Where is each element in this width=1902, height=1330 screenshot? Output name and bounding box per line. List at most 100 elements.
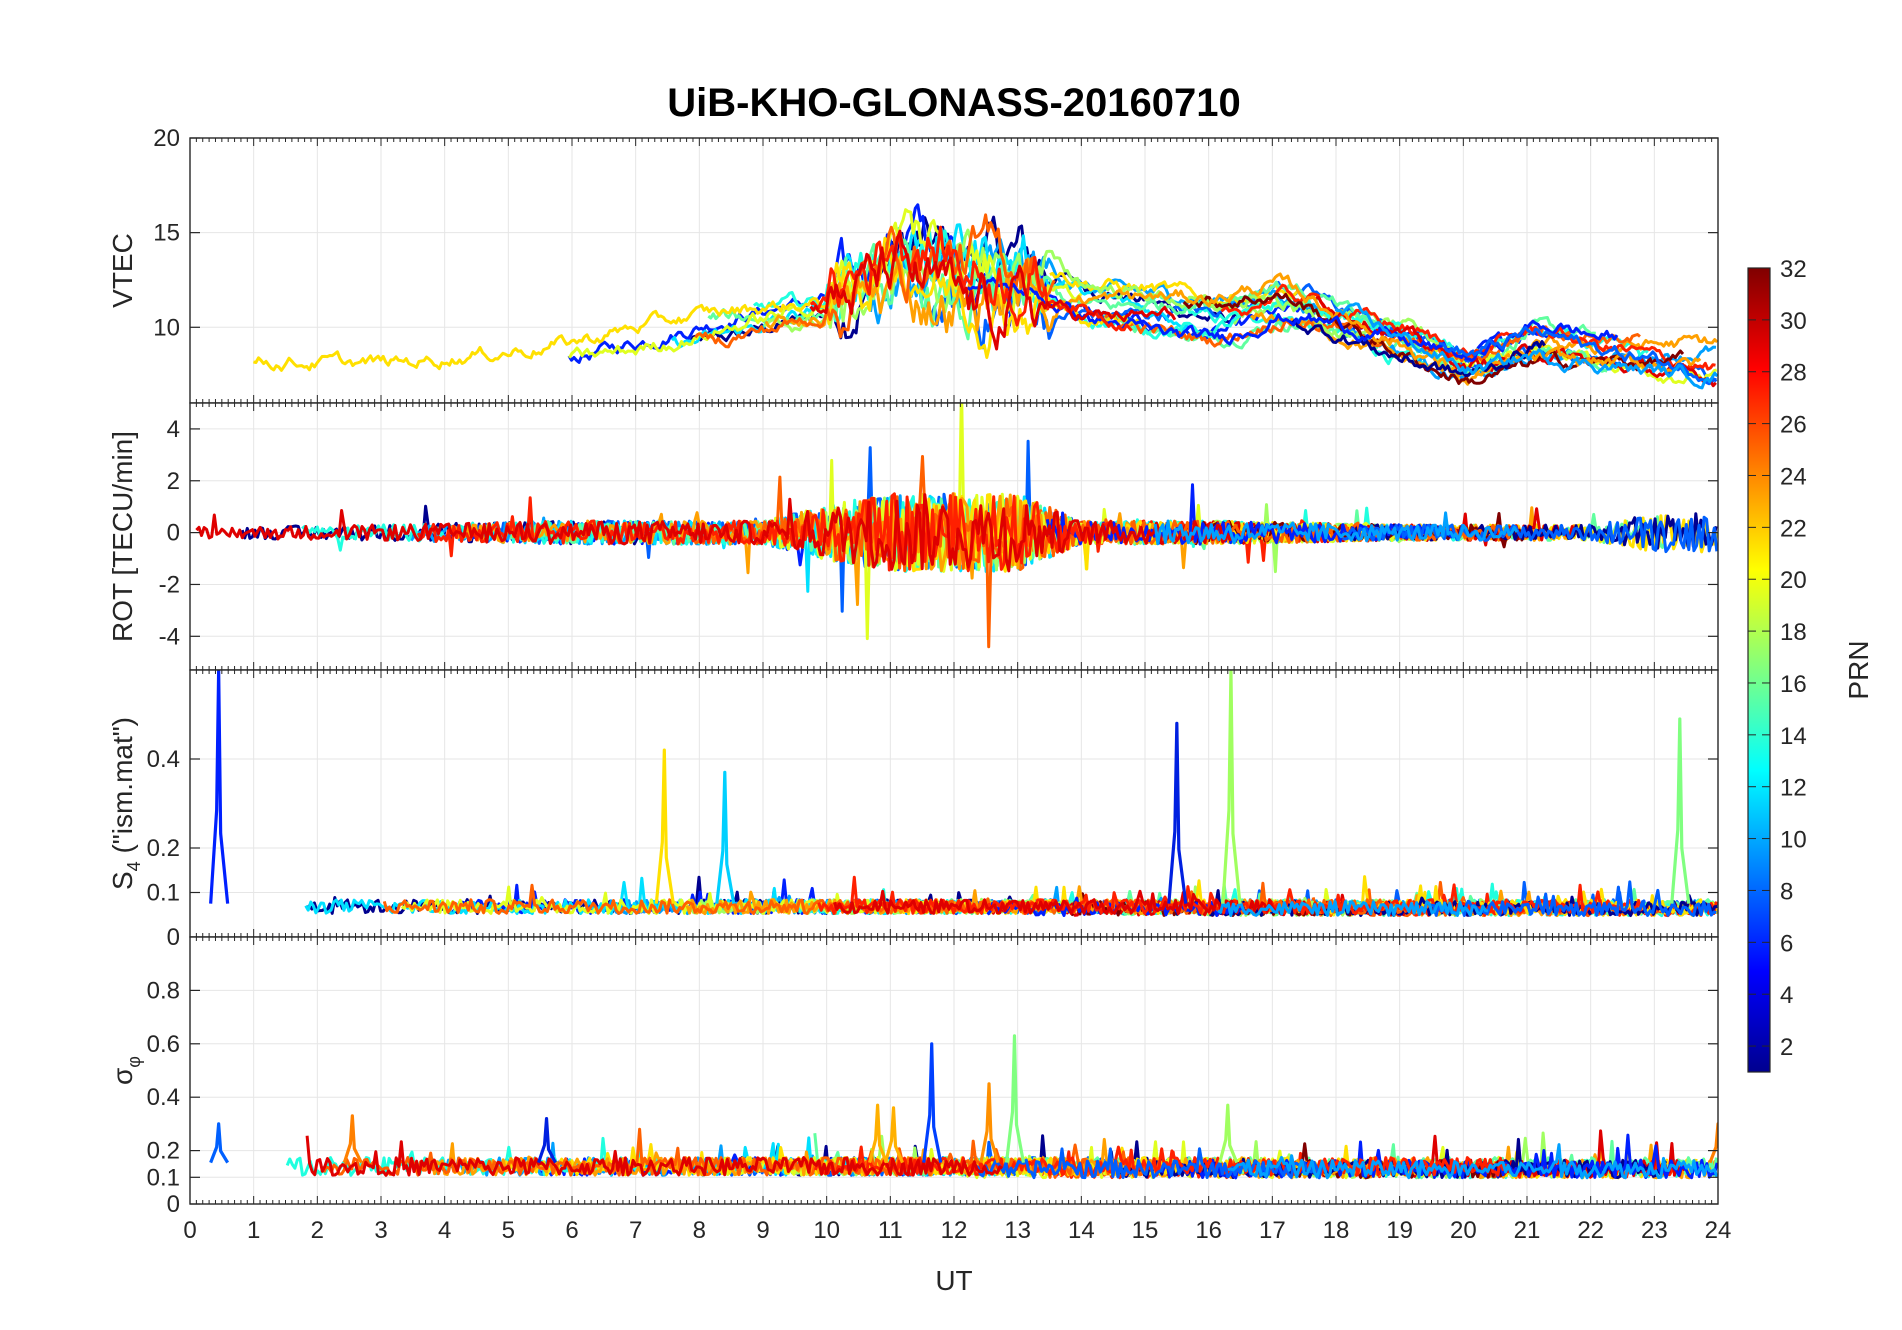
x-axis: 0 1 2 3 4 5 6 7 8 9 10 11 12 13 14 15 16 17 18 19 20 21 22 23 24 — [183, 1217, 1731, 1244]
x-tick-label: 9 — [756, 1217, 769, 1244]
series-line — [305, 1135, 1004, 1177]
y-axis-label: σφ — [107, 1056, 144, 1085]
colorbar-tick-label: 30 — [1780, 308, 1807, 335]
series-line — [974, 1147, 1324, 1180]
x-tick-label: 0 — [183, 1217, 196, 1244]
x-axis-label: UT — [935, 1265, 972, 1296]
panel-3: 0 0.1 0.2 0.4S4 ("ism.mat") — [107, 669, 1719, 951]
colorbar-label: PRN — [1843, 640, 1874, 699]
colorbar-tick-label: 32 — [1780, 256, 1807, 283]
panel-4: 00.10.2 0.4 0.6 0.8 σφ — [107, 936, 1719, 1218]
colorbar-tick-label: 14 — [1780, 723, 1807, 750]
colorbar-tick-label: 16 — [1780, 671, 1807, 698]
x-tick-label: 5 — [502, 1217, 515, 1244]
y-tick-label: -2 — [159, 571, 180, 598]
y-tick-label: 0.2 — [147, 1138, 180, 1165]
panel-traces — [253, 203, 1718, 390]
x-tick-label: 20 — [1450, 1217, 1477, 1244]
y-tick-label: 0.4 — [147, 746, 180, 773]
spike-mark — [1167, 721, 1188, 904]
y-tick-label: 0.1 — [147, 880, 180, 907]
x-tick-label: 7 — [629, 1217, 642, 1244]
y-tick-label: 0.8 — [147, 977, 180, 1004]
colorbar-tick-label: 22 — [1780, 515, 1807, 542]
y-axis-label: S4 ("ism.mat") — [107, 717, 144, 890]
colorbar-scale — [1747, 267, 1771, 1073]
spike-mark — [209, 1122, 230, 1164]
y-tick-label: 20 — [153, 125, 180, 152]
series-line — [1182, 292, 1685, 385]
x-tick-label: 1 — [247, 1217, 260, 1244]
colorbar-tick-label: 26 — [1780, 412, 1807, 439]
spike-mark — [979, 1082, 1000, 1164]
x-tick-label: 22 — [1577, 1217, 1604, 1244]
panel-1: 10 15 20 VTEC — [107, 125, 1719, 404]
y-tick-label: 0 — [167, 520, 180, 547]
colorbar-tick-label: 8 — [1780, 878, 1793, 905]
x-tick-label: 23 — [1641, 1217, 1668, 1244]
spike-mark — [868, 1103, 889, 1164]
panel-traces — [209, 1034, 1718, 1180]
y-tick-label: 0.1 — [147, 1164, 180, 1191]
spike-mark — [883, 1106, 904, 1164]
x-tick-label: 11 — [878, 1217, 903, 1244]
spike-mark — [209, 670, 230, 904]
x-tick-label: 18 — [1323, 1217, 1350, 1244]
y-tick-label: 10 — [153, 314, 180, 341]
spike-mark — [342, 1114, 363, 1164]
series-line — [809, 229, 1177, 351]
y-tick-label: 2 — [167, 468, 180, 495]
y-axis-label: ROT [TECU/min] — [107, 431, 138, 642]
spike-mark — [654, 748, 675, 904]
colorbar-tick-label: 2 — [1780, 1034, 1793, 1061]
y-axis-label: VTEC — [107, 233, 138, 308]
panel-traces — [209, 670, 1718, 918]
y-tick-label: 0.2 — [147, 835, 180, 862]
series-line — [1153, 511, 1519, 546]
colorbar-tick-label: 20 — [1780, 567, 1807, 594]
colorbar-tick-label: 12 — [1780, 775, 1807, 802]
y-tick-label: 0.6 — [147, 1031, 180, 1058]
x-tick-label: 19 — [1386, 1217, 1413, 1244]
colorbar-tick-label: 4 — [1780, 982, 1793, 1009]
colorbar-tick-label: 24 — [1780, 463, 1807, 490]
x-tick-label: 14 — [1068, 1217, 1095, 1244]
series-line — [1438, 326, 1717, 386]
colorbar-tick-label: 18 — [1780, 619, 1807, 646]
colorbar-tick-label: 10 — [1780, 827, 1807, 854]
series-line — [1289, 318, 1546, 378]
spike-mark — [1670, 717, 1691, 904]
x-tick-label: 3 — [374, 1217, 387, 1244]
series-line — [1227, 1143, 1718, 1180]
x-tick-label: 16 — [1195, 1217, 1222, 1244]
panel-traces — [195, 403, 1718, 649]
spike-mark — [1221, 670, 1242, 904]
x-tick-label: 12 — [941, 1217, 968, 1244]
spike-mark — [537, 1116, 557, 1164]
x-tick-label: 6 — [565, 1217, 578, 1244]
series-line — [1342, 515, 1718, 554]
panel-2: -4 -2 0 2 4 ROT [TECU/min] — [107, 402, 1719, 671]
x-tick-label: 2 — [311, 1217, 324, 1244]
y-tick-label: 0 — [167, 924, 180, 951]
y-tick-label: 0 — [167, 1191, 180, 1218]
series-line — [832, 889, 1277, 916]
x-tick-label: 15 — [1132, 1217, 1159, 1244]
spike-mark — [715, 770, 736, 904]
spike-mark — [1218, 1103, 1239, 1164]
y-tick-label: 15 — [153, 220, 180, 247]
spike-mark — [922, 1042, 943, 1163]
chart-title: UiB-KHO-GLONASS-20160710 — [667, 81, 1241, 125]
x-tick-label: 21 — [1514, 1217, 1541, 1244]
spike-mark — [1708, 1122, 1718, 1164]
x-tick-label: 10 — [813, 1217, 840, 1244]
spike-mark — [1004, 1034, 1026, 1163]
colorbar-tick-label: 6 — [1780, 930, 1793, 957]
y-tick-label: 4 — [167, 416, 180, 443]
series-line — [809, 225, 1133, 332]
x-tick-label: 17 — [1259, 1217, 1286, 1244]
